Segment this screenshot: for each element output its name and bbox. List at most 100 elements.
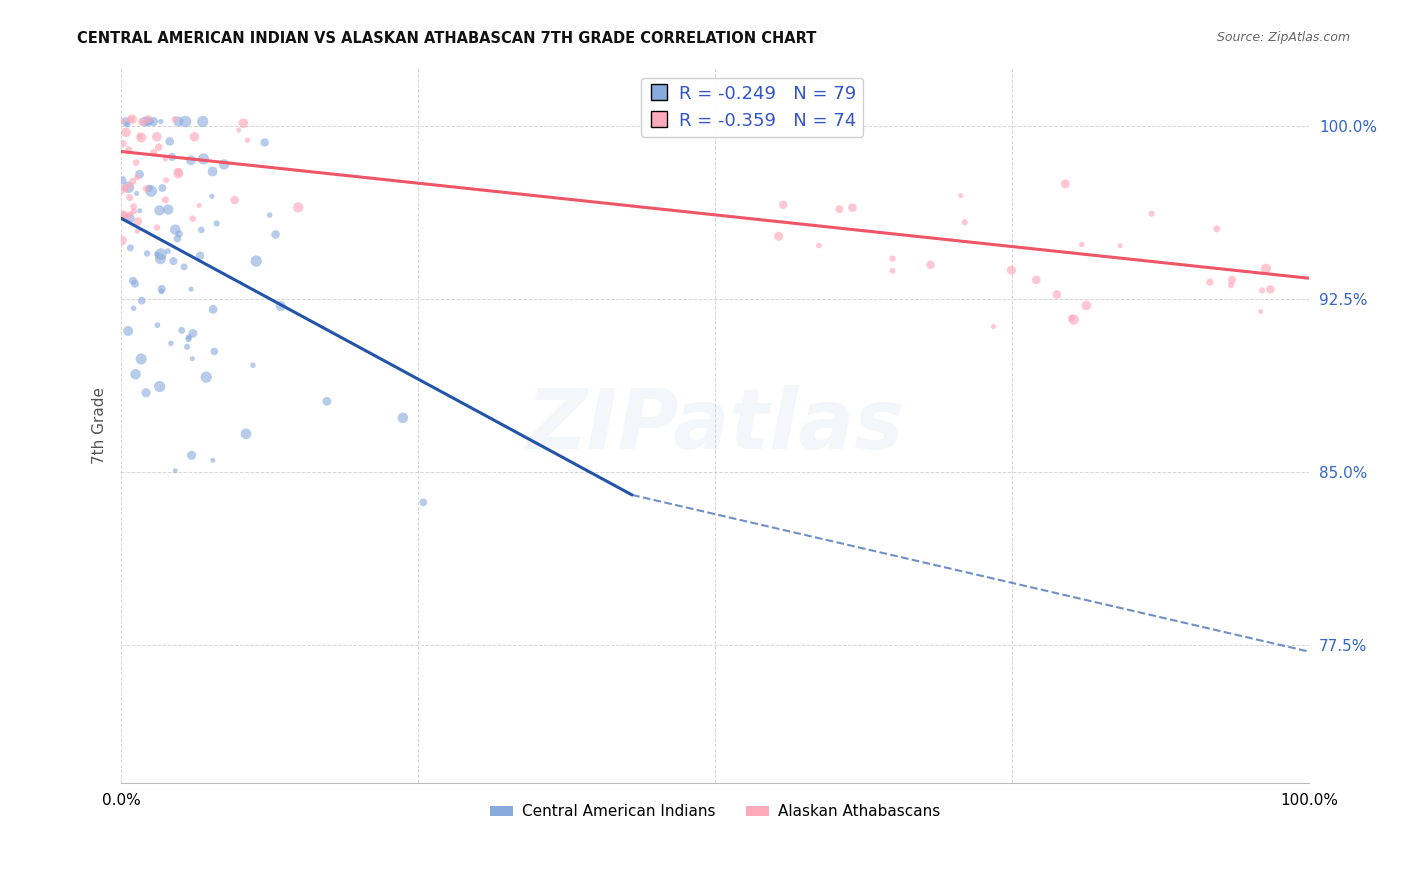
Point [236,133,259,147]
Point [201,453,224,467]
Point [118,178,141,193]
Point [167,166,190,180]
Point [141,114,163,128]
Point [412,495,434,509]
Point [160,336,183,351]
Point [148,140,170,154]
Point [118,143,141,157]
Point [1205,222,1227,236]
Point [134,114,156,128]
Point [146,220,169,235]
Point [110,182,132,196]
Legend: Central American Indians, Alaskan Athabascans: Central American Indians, Alaskan Athaba… [484,798,946,825]
Point [180,153,202,168]
Point [212,157,235,171]
Point [150,181,173,195]
Point [1140,206,1163,220]
Point [111,209,134,223]
Point [1219,278,1241,293]
Point [125,155,148,169]
Point [118,191,141,205]
Point [117,180,139,194]
Point [173,260,195,274]
Point [146,318,169,333]
Point [114,182,136,196]
Point [188,198,211,212]
Point [170,323,193,337]
Point [120,206,142,220]
Point [142,114,165,128]
Point [180,448,202,462]
Point [120,241,142,255]
Point [1046,287,1069,301]
Y-axis label: 7th Grade: 7th Grade [93,387,107,464]
Point [1060,310,1083,325]
Point [166,231,188,245]
Point [167,227,190,241]
Point [162,254,184,268]
Point [201,164,224,178]
Point [150,285,173,299]
Point [120,112,142,127]
Point [117,324,139,338]
Point [176,340,198,354]
Point [149,252,172,266]
Point [181,351,204,366]
Point [117,210,139,224]
Point [156,244,179,259]
Point [155,193,177,207]
Point [1220,273,1243,287]
Point [111,234,134,248]
Point [124,277,146,291]
Point [202,302,225,317]
Point [177,330,200,344]
Point [128,203,150,218]
Point [148,203,170,218]
Point [253,136,276,150]
Point [1251,284,1274,298]
Point [159,134,181,148]
Point [1250,304,1272,318]
Point [1199,275,1222,289]
Point [167,114,190,128]
Point [224,193,246,207]
Point [127,224,149,238]
Point [1000,263,1022,277]
Text: CENTRAL AMERICAN INDIAN VS ALASKAN ATHABASCAN 7TH GRADE CORRELATION CHART: CENTRAL AMERICAN INDIAN VS ALASKAN ATHAB… [77,31,817,46]
Point [259,208,281,222]
Point [138,114,160,128]
Point [146,129,169,144]
Point [129,130,152,145]
Point [160,150,183,164]
Point [1063,312,1085,326]
Point [202,344,225,359]
Point [245,254,267,268]
Point [949,188,972,202]
Point [122,204,145,219]
Point [122,274,145,288]
Point [195,370,218,384]
Point [315,394,337,409]
Point [111,136,134,151]
Point [129,129,152,144]
Point [920,258,942,272]
Point [145,247,167,261]
Point [181,326,204,341]
Point [772,198,794,212]
Point [807,238,830,252]
Point [122,301,145,316]
Point [828,202,851,216]
Text: Source: ZipAtlas.com: Source: ZipAtlas.com [1216,31,1350,45]
Point [270,299,292,313]
Point [183,129,205,144]
Point [190,223,212,237]
Point [135,181,157,195]
Point [174,114,197,128]
Point [139,184,162,198]
Point [165,464,187,478]
Point [122,200,145,214]
Point [142,145,165,160]
Point [180,282,202,296]
Point [131,115,153,129]
Point [124,368,146,382]
